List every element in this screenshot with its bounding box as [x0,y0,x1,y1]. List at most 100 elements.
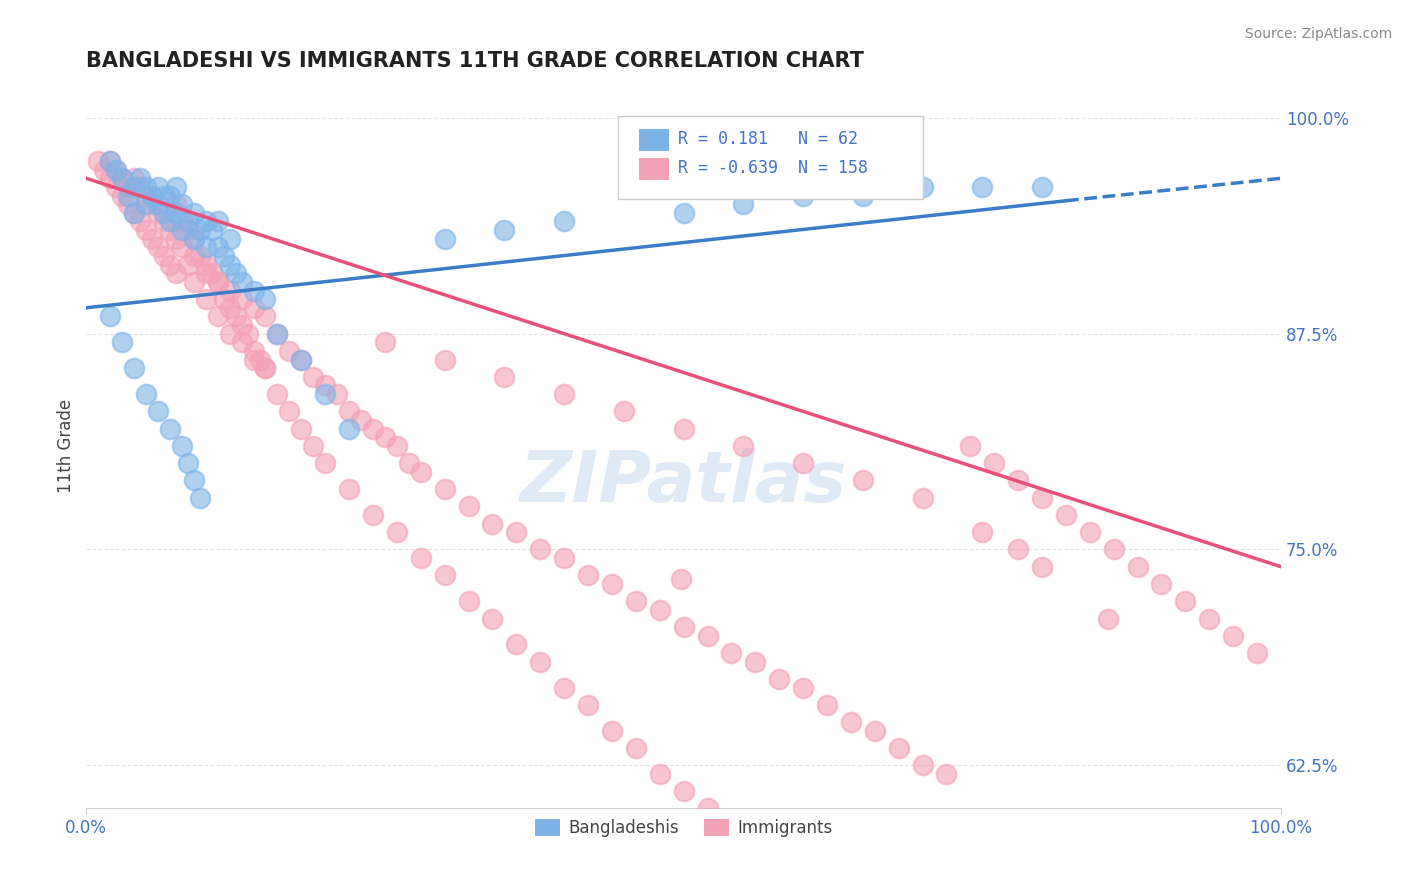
Point [314,456,336,470]
Point [1174,594,1197,608]
Point [141,197,163,211]
Point [170,197,193,211]
Point [105,180,128,194]
Point [165,232,187,246]
Point [98,154,121,169]
Point [361,422,384,436]
Point [648,603,671,617]
Point [1126,559,1149,574]
Point [600,723,623,738]
Point [959,439,981,453]
Point [194,214,217,228]
Point [188,223,211,237]
Point [135,180,157,194]
Point [266,326,288,341]
Point [122,361,145,376]
Point [177,258,200,272]
Point [146,197,169,211]
Point [159,258,181,272]
Point [792,853,814,867]
Point [744,655,766,669]
Point [194,240,217,254]
Point [1031,180,1053,194]
Point [218,258,240,272]
Point [165,180,187,194]
Point [242,343,264,358]
Point [983,456,1005,470]
Point [218,232,240,246]
Point [863,723,886,738]
Point [385,525,408,540]
Text: ZIPatlas: ZIPatlas [520,448,848,516]
Point [792,456,814,470]
Point [374,335,396,350]
Point [207,275,229,289]
Point [170,439,193,453]
Point [207,310,229,324]
Point [183,232,205,246]
Point [553,681,575,695]
Point [457,594,479,608]
Point [117,188,139,202]
Point [165,206,187,220]
Point [117,197,139,211]
Point [1198,611,1220,625]
Point [648,767,671,781]
Point [177,214,200,228]
Point [129,214,152,228]
Point [433,352,456,367]
Point [398,456,420,470]
Point [481,611,503,625]
Point [165,266,187,280]
Point [494,369,516,384]
Point [505,525,527,540]
Point [839,715,862,730]
Point [236,326,259,341]
Point [733,819,755,833]
Point [768,836,790,850]
Point [350,413,373,427]
Point [1031,559,1053,574]
Point [553,387,575,401]
Point [266,326,288,341]
Y-axis label: 11th Grade: 11th Grade [58,399,75,493]
Point [815,871,838,885]
Point [159,188,181,202]
Point [188,249,211,263]
Point [254,310,277,324]
Point [972,525,994,540]
Point [433,482,456,496]
Point [122,206,145,220]
Point [122,206,145,220]
FancyBboxPatch shape [640,129,669,151]
Point [672,422,695,436]
Point [624,741,647,756]
Point [1078,525,1101,540]
Point [231,318,253,332]
Point [935,767,957,781]
Point [852,474,875,488]
Point [218,301,240,315]
Text: Source: ZipAtlas.com: Source: ZipAtlas.com [1244,27,1392,41]
Point [122,171,145,186]
Point [1097,611,1119,625]
Point [1102,542,1125,557]
Point [768,672,790,686]
Point [212,292,235,306]
Point [194,292,217,306]
Point [225,266,247,280]
Point [135,188,157,202]
Point [553,214,575,228]
Point [177,456,200,470]
Point [1222,629,1244,643]
Point [231,335,253,350]
Point [911,180,934,194]
Point [111,171,134,186]
Point [337,422,360,436]
Point [129,171,152,186]
Point [98,171,121,186]
Point [146,404,169,418]
Point [153,206,176,220]
Point [159,214,181,228]
Point [613,404,636,418]
